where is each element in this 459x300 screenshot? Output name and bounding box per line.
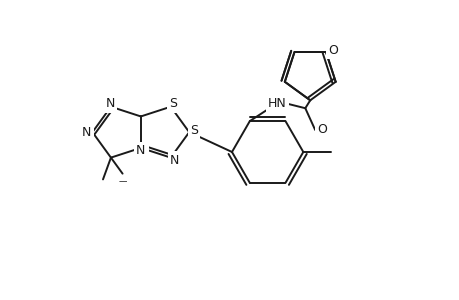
Text: O: O — [327, 44, 337, 57]
Text: O: O — [317, 122, 326, 136]
Text: —: — — [118, 177, 127, 186]
Text: N: N — [106, 97, 115, 110]
Text: S: S — [168, 97, 176, 110]
Text: N: N — [168, 98, 177, 111]
Text: N: N — [138, 144, 147, 158]
Text: HN: HN — [268, 97, 286, 110]
Text: N: N — [82, 126, 91, 139]
Text: N: N — [83, 126, 92, 139]
Text: S: S — [190, 124, 198, 137]
Text: N: N — [136, 144, 145, 158]
Text: N: N — [104, 98, 113, 111]
Text: N: N — [169, 153, 178, 166]
Text: N: N — [170, 154, 179, 167]
